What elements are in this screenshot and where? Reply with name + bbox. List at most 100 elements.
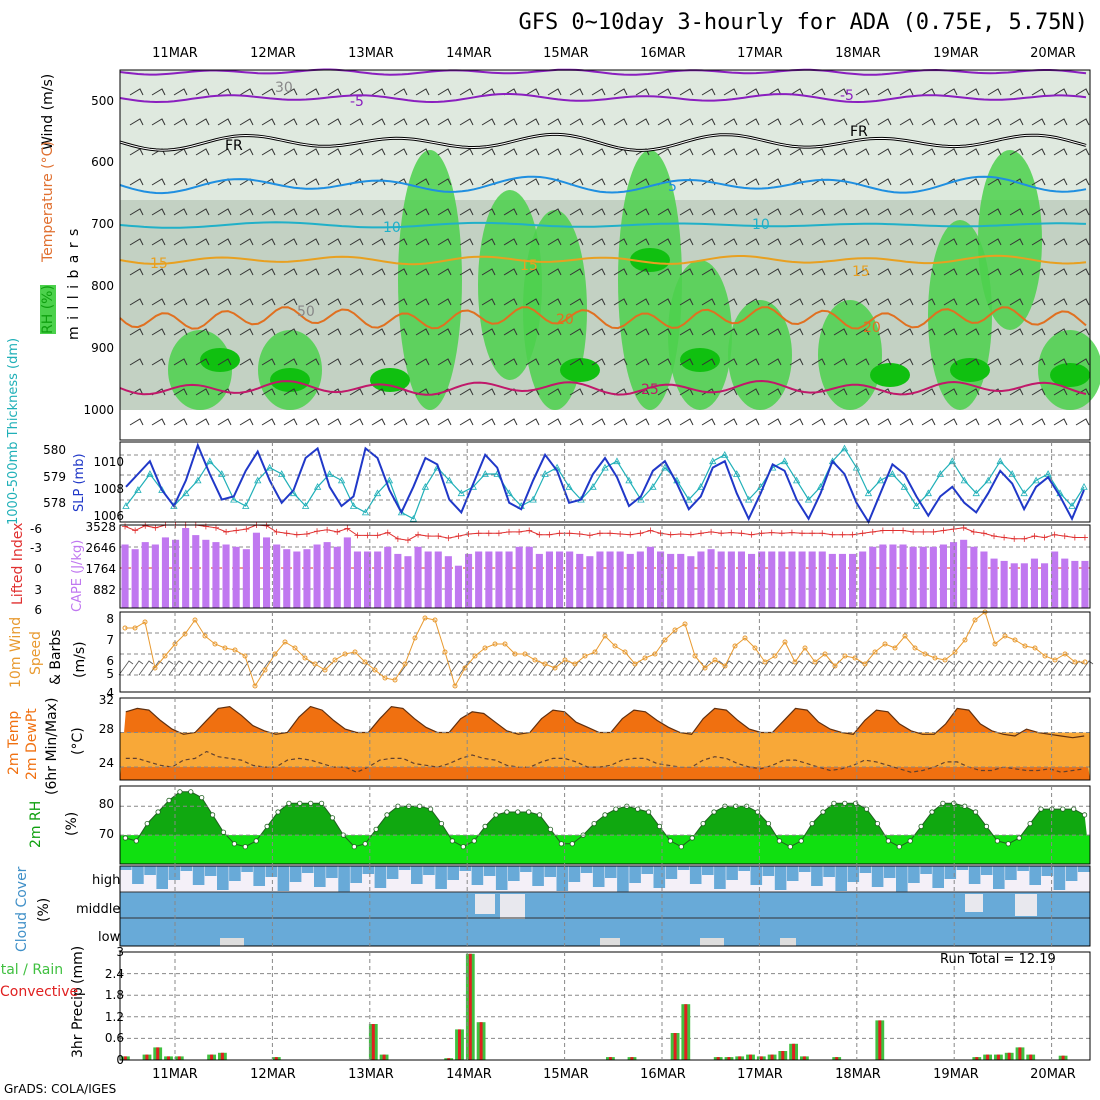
li-point xyxy=(778,530,785,537)
thickness-point xyxy=(146,470,154,477)
wind-barb xyxy=(613,388,628,396)
wind-barb xyxy=(248,660,264,676)
wind-barb xyxy=(173,298,188,306)
wind-barb xyxy=(305,148,320,156)
li-point xyxy=(536,531,543,538)
thickness-point xyxy=(1020,489,1028,497)
wind-speed-point xyxy=(712,657,718,663)
li-point xyxy=(687,531,694,538)
wind-barb xyxy=(908,660,924,676)
li-point xyxy=(465,530,472,537)
li-point xyxy=(273,528,280,535)
wind-barb xyxy=(349,388,364,396)
wind-barb xyxy=(877,148,892,156)
wind-barb xyxy=(415,298,430,306)
wind-barb xyxy=(437,118,452,126)
wind-barb xyxy=(481,208,496,216)
wind-speed-point xyxy=(412,635,418,641)
li-point xyxy=(788,529,795,536)
wind-barb xyxy=(618,660,634,676)
wind-barb xyxy=(151,298,166,306)
cape-bar xyxy=(192,535,200,608)
wind-barb xyxy=(503,238,518,246)
wind-barb xyxy=(438,660,454,676)
wind-barb xyxy=(195,418,210,426)
high-cloud-bar xyxy=(314,866,326,887)
high-cloud-bar xyxy=(483,866,496,876)
rh-point xyxy=(765,820,772,827)
rh-point xyxy=(874,820,881,827)
wind-barb xyxy=(877,418,892,426)
wind-barb xyxy=(745,388,760,396)
cape-bar xyxy=(697,551,705,608)
wind-barb xyxy=(745,418,760,426)
wind-barb xyxy=(283,388,298,396)
rh-point xyxy=(842,800,848,806)
contour-label: -5 xyxy=(350,94,364,110)
wind-barb xyxy=(591,298,606,306)
wind-barb xyxy=(1058,660,1074,676)
wind-barb xyxy=(503,388,518,396)
wind-barb xyxy=(1031,148,1046,156)
li-point xyxy=(344,525,351,532)
wind-barb xyxy=(198,660,214,676)
li-point xyxy=(930,528,937,535)
wind-barb xyxy=(261,418,276,426)
cape-bar xyxy=(454,565,462,608)
wind-barb xyxy=(723,208,738,216)
date-label-top: 16MAR xyxy=(640,46,686,61)
li-point xyxy=(748,531,755,538)
rh-point xyxy=(711,809,717,815)
wind-barb xyxy=(877,268,892,276)
rh-point xyxy=(1082,812,1088,818)
rh-point xyxy=(831,800,837,806)
wind-barb xyxy=(1075,178,1090,186)
thickness-point xyxy=(349,502,358,509)
wind-barb xyxy=(723,388,738,396)
wind-barb xyxy=(168,660,184,676)
cape-bar xyxy=(960,539,968,608)
wind-barb xyxy=(1031,118,1046,126)
wind-barb xyxy=(371,178,386,186)
thickness-point xyxy=(709,457,717,465)
wind-barb xyxy=(877,358,892,366)
high-cloud-bar xyxy=(580,866,593,873)
freezing-contour-inner xyxy=(119,133,1087,151)
wind-barb xyxy=(283,88,298,96)
wind10-tick: 5 xyxy=(106,667,114,681)
wind-barb xyxy=(459,88,474,96)
cape-bar xyxy=(1020,563,1028,608)
li-point xyxy=(314,528,321,535)
wind-barb xyxy=(208,660,224,676)
cape-bar xyxy=(505,551,513,608)
thickness-point xyxy=(481,470,489,477)
cape-bar xyxy=(1051,551,1059,608)
cloud-level-high: high xyxy=(92,873,121,888)
wind-barb xyxy=(195,208,210,216)
wind-barb xyxy=(613,418,628,426)
wind-barb xyxy=(188,660,204,676)
rh-point xyxy=(700,820,706,827)
thickness-tick: 580 xyxy=(43,443,66,457)
thickness-point xyxy=(277,470,286,477)
wind-barb xyxy=(393,88,408,96)
rh-point xyxy=(318,800,325,806)
wind-barb xyxy=(448,660,464,676)
thickness-point xyxy=(900,482,909,490)
high-cloud-bar xyxy=(1077,866,1090,872)
wind-speed-point xyxy=(692,653,698,659)
wind-speed-point xyxy=(242,653,248,659)
wind-barb xyxy=(327,358,342,366)
wind-barb xyxy=(877,208,892,216)
high-cloud-bar xyxy=(774,866,787,890)
wind-barb xyxy=(943,298,958,306)
wind-barb xyxy=(723,238,738,246)
wind-barb xyxy=(848,660,864,676)
wind-barb xyxy=(151,118,166,126)
slp-tick: 1006 xyxy=(93,509,124,523)
high-cloud-bar xyxy=(1065,866,1078,881)
wind-barb xyxy=(899,238,914,246)
wind-barb xyxy=(349,88,364,96)
rh-point xyxy=(449,838,455,844)
pressure-tick: 500 xyxy=(91,94,114,108)
